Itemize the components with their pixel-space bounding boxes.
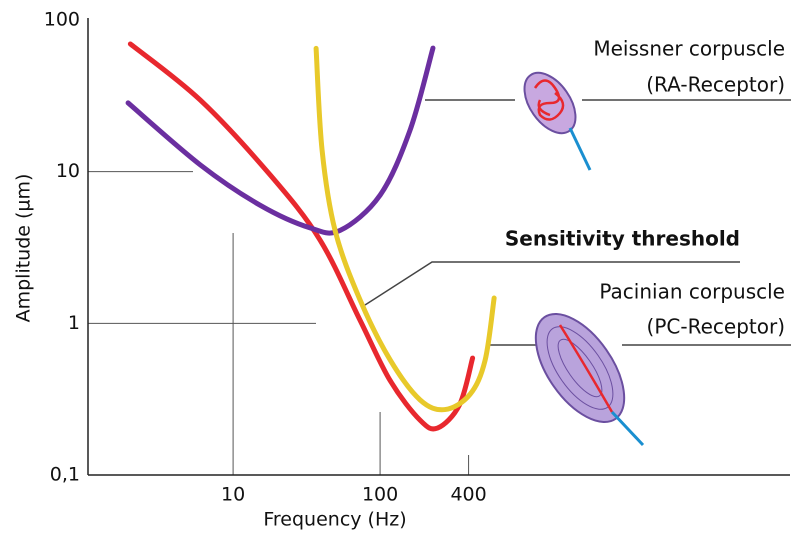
x-axis-title: Frequency (Hz) xyxy=(263,509,406,531)
annotation: (RA-Receptor) xyxy=(646,73,785,97)
leader-line xyxy=(364,261,740,306)
curve xyxy=(127,41,476,432)
annotation: Meissner corpuscle xyxy=(593,37,785,61)
curve xyxy=(313,45,497,413)
meissner-icon xyxy=(523,71,592,171)
x-tick-label: 10 xyxy=(221,484,245,506)
y-tick-label: 100 xyxy=(44,9,80,31)
x-tick-label: 400 xyxy=(450,484,486,506)
annotation: Sensitivity threshold xyxy=(505,227,740,251)
leader-lines xyxy=(364,99,791,346)
y-tick-label: 1 xyxy=(68,312,80,334)
y-tick-label: 10 xyxy=(56,160,80,182)
annotation: Pacinian corpuscle xyxy=(599,280,785,304)
curve xyxy=(125,45,436,236)
annotation: (PC-Receptor) xyxy=(647,315,785,339)
pacinian-icon xyxy=(534,312,645,447)
x-tick-label: 100 xyxy=(362,484,398,506)
y-tick-label: 0,1 xyxy=(50,464,80,486)
y-axis-title: Amplitude (µm) xyxy=(13,174,35,323)
